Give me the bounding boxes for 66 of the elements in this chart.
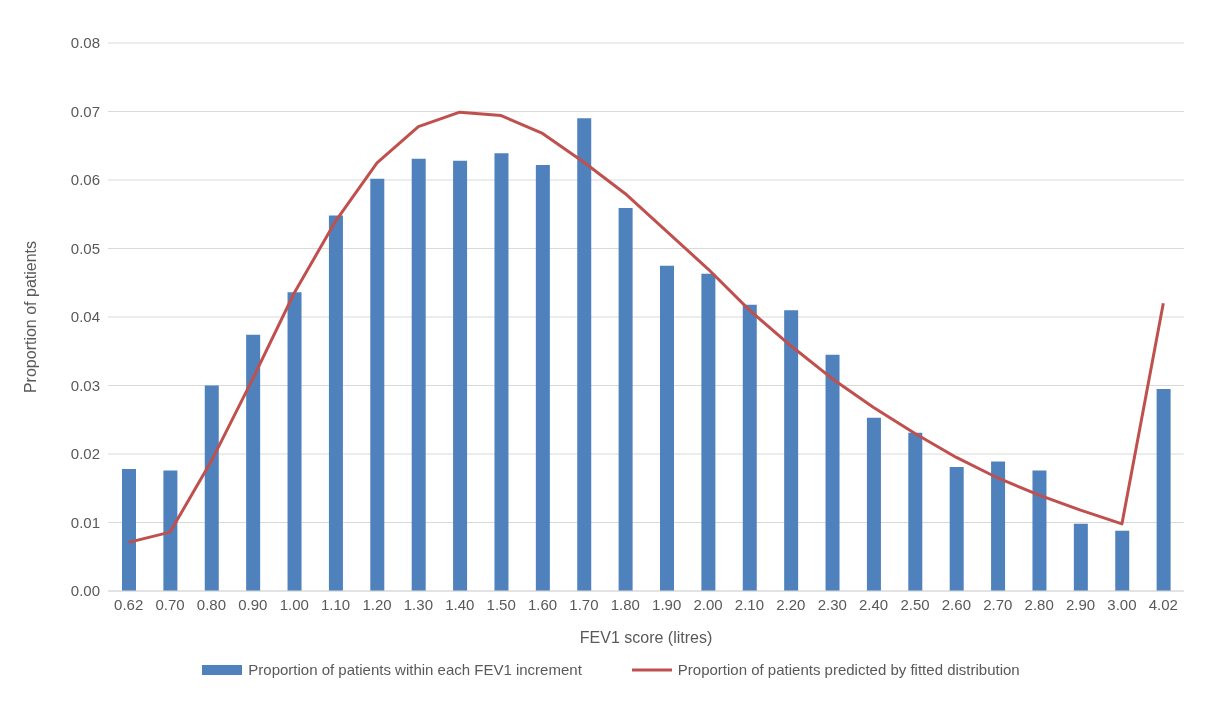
bar — [287, 292, 302, 591]
bar — [328, 215, 343, 591]
x-tick-label: 1.30 — [403, 595, 433, 613]
x-tick-label: 2.30 — [817, 595, 847, 613]
x-tick-label: 4.02 — [1148, 595, 1178, 613]
y-tick-label: 0.01 — [70, 513, 100, 531]
x-tick-label: 0.90 — [238, 595, 268, 613]
x-tick-label: 0.70 — [155, 595, 185, 613]
bar — [577, 118, 592, 591]
x-tick-label: 2.10 — [734, 595, 765, 613]
bar — [246, 334, 261, 591]
x-tick-label: 1.80 — [610, 595, 640, 613]
bar — [908, 432, 923, 591]
y-tick-label: 0.05 — [70, 239, 100, 257]
x-tick-label: 1.20 — [362, 595, 392, 613]
y-tick-label: 0.07 — [70, 102, 100, 120]
x-tick-label: 2.50 — [900, 595, 930, 613]
bar — [1032, 470, 1047, 591]
bar — [866, 417, 881, 591]
x-tick-label: 1.50 — [486, 595, 516, 613]
bar — [535, 164, 550, 591]
bar — [1073, 523, 1088, 591]
legend-label: Proportion of patients within each FEV1 increment — [248, 661, 582, 678]
bar — [618, 208, 633, 591]
y-tick-label: 0.02 — [70, 445, 100, 463]
y-tick-label: 0.04 — [70, 308, 100, 326]
x-tick-label: 2.90 — [1065, 595, 1096, 613]
bar — [949, 467, 964, 591]
bar — [742, 304, 757, 591]
x-tick-label: 2.40 — [859, 595, 889, 613]
x-tick-label: 1.10 — [321, 595, 351, 613]
bar — [122, 469, 136, 591]
x-tick-label: 2.20 — [776, 595, 806, 613]
x-tick-label: 1.60 — [527, 595, 558, 613]
x-axis-title: FEV1 score (litres) — [579, 629, 713, 646]
bar — [660, 265, 674, 591]
bar — [204, 385, 219, 591]
y-tick-label: 0.08 — [70, 34, 100, 52]
bar — [411, 158, 426, 591]
y-axis-title: Proportion of patients — [21, 240, 39, 394]
line-series — [127, 110, 1165, 544]
x-tick-label: 2.00 — [693, 595, 723, 613]
x-tick-label: 2.70 — [983, 595, 1013, 613]
x-tick-label: 1.70 — [569, 595, 599, 613]
bar — [1115, 530, 1130, 591]
x-tick-label: 0.80 — [196, 595, 227, 613]
x-tick-label: 2.80 — [1024, 595, 1054, 613]
x-tick-label: 1.00 — [279, 595, 309, 613]
x-tick-label: 2.60 — [941, 595, 971, 613]
bar — [163, 470, 178, 591]
bar — [1156, 388, 1171, 591]
bar — [825, 354, 840, 591]
legend-label: Proportion of patients predicted by fitted distribution — [677, 661, 1020, 678]
bar — [701, 273, 716, 591]
x-tick-label: 3.00 — [1107, 595, 1137, 613]
bar — [370, 178, 385, 591]
y-tick-label: 0.00 — [70, 582, 100, 600]
bar — [991, 461, 1006, 591]
bar — [784, 310, 799, 591]
bar — [453, 160, 468, 591]
y-tick-label: 0.03 — [70, 376, 100, 394]
bar — [494, 153, 509, 591]
x-tick-label: 1.90 — [652, 595, 682, 613]
x-tick-label: 1.40 — [445, 595, 475, 613]
y-tick-label: 0.06 — [70, 171, 100, 189]
x-tick-label: 0.62 — [114, 595, 144, 613]
